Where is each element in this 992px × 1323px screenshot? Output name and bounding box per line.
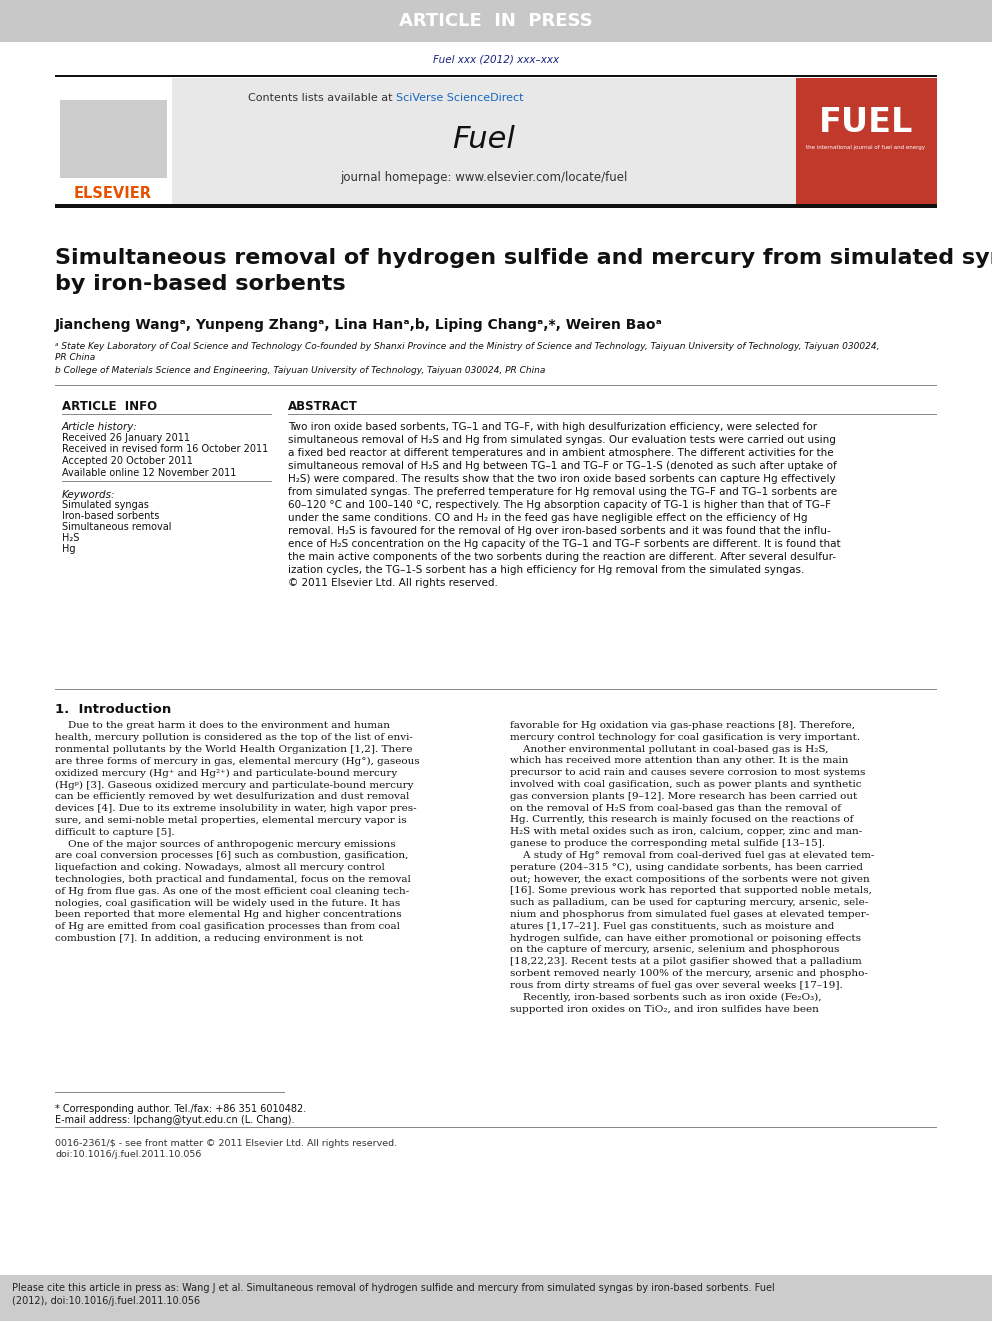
Text: favorable for Hg oxidation via gas-phase reactions [8]. Therefore,
mercury contr: favorable for Hg oxidation via gas-phase… <box>510 721 874 1013</box>
Bar <box>55 74 937 77</box>
Text: 0016-2361/$ - see front matter © 2011 Elsevier Ltd. All rights reserved.: 0016-2361/$ - see front matter © 2011 El… <box>55 1139 397 1148</box>
Text: Available online 12 November 2011: Available online 12 November 2011 <box>62 467 236 478</box>
Text: doi:10.1016/j.fuel.2011.10.056: doi:10.1016/j.fuel.2011.10.056 <box>55 1150 201 1159</box>
Text: journal homepage: www.elsevier.com/locate/fuel: journal homepage: www.elsevier.com/locat… <box>340 172 628 184</box>
Text: b College of Materials Science and Engineering, Taiyuan University of Technology: b College of Materials Science and Engin… <box>55 366 546 374</box>
Bar <box>0 1275 992 1320</box>
Text: Simulated syngas: Simulated syngas <box>62 500 149 509</box>
Text: ARTICLE  IN  PRESS: ARTICLE IN PRESS <box>399 12 593 30</box>
Text: Two iron oxide based sorbents, TG–1 and TG–F, with high desulfurization efficien: Two iron oxide based sorbents, TG–1 and … <box>288 422 840 589</box>
Text: the international journal of fuel and energy: the international journal of fuel and en… <box>806 146 926 151</box>
Text: Accepted 20 October 2011: Accepted 20 October 2011 <box>62 456 192 466</box>
Bar <box>55 78 172 206</box>
Text: ᵃ State Key Laboratory of Coal Science and Technology Co-founded by Shanxi Provi: ᵃ State Key Laboratory of Coal Science a… <box>55 343 880 363</box>
Text: Fuel xxx (2012) xxx–xxx: Fuel xxx (2012) xxx–xxx <box>433 56 559 65</box>
Text: Received 26 January 2011: Received 26 January 2011 <box>62 433 190 443</box>
Text: Jiancheng Wangᵃ, Yunpeng Zhangᵃ, Lina Hanᵃ,b, Liping Changᵃ,*, Weiren Baoᵃ: Jiancheng Wangᵃ, Yunpeng Zhangᵃ, Lina Ha… <box>55 318 663 332</box>
Text: Due to the great harm it does to the environment and human
health, mercury pollu: Due to the great harm it does to the env… <box>55 721 420 943</box>
Text: Simultaneous removal: Simultaneous removal <box>62 523 172 532</box>
Text: FUEL: FUEL <box>818 106 914 139</box>
Bar <box>60 101 167 179</box>
Text: ELSEVIER: ELSEVIER <box>74 185 152 201</box>
Text: Please cite this article in press as: Wang J et al. Simultaneous removal of hydr: Please cite this article in press as: Wa… <box>12 1283 775 1306</box>
Text: Contents lists available at: Contents lists available at <box>248 93 396 103</box>
Text: 1.  Introduction: 1. Introduction <box>55 703 172 716</box>
Bar <box>55 204 937 208</box>
Text: Fuel: Fuel <box>452 126 516 155</box>
Bar <box>0 0 992 42</box>
Bar <box>796 78 937 206</box>
Text: ARTICLE  INFO: ARTICLE INFO <box>62 400 157 413</box>
Bar <box>172 78 796 206</box>
Text: SciVerse ScienceDirect: SciVerse ScienceDirect <box>396 93 524 103</box>
Text: ABSTRACT: ABSTRACT <box>288 400 358 413</box>
Text: H₂S: H₂S <box>62 533 79 542</box>
Text: Received in revised form 16 October 2011: Received in revised form 16 October 2011 <box>62 445 268 455</box>
Text: Hg: Hg <box>62 544 75 554</box>
Text: * Corresponding author. Tel./fax: +86 351 6010482.: * Corresponding author. Tel./fax: +86 35… <box>55 1103 307 1114</box>
Text: E-mail address: lpchang@tyut.edu.cn (L. Chang).: E-mail address: lpchang@tyut.edu.cn (L. … <box>55 1115 295 1125</box>
Text: Keywords:: Keywords: <box>62 490 115 500</box>
Text: Article history:: Article history: <box>62 422 138 433</box>
Text: Simultaneous removal of hydrogen sulfide and mercury from simulated syngas
by ir: Simultaneous removal of hydrogen sulfide… <box>55 247 992 294</box>
Text: Iron-based sorbents: Iron-based sorbents <box>62 511 160 521</box>
